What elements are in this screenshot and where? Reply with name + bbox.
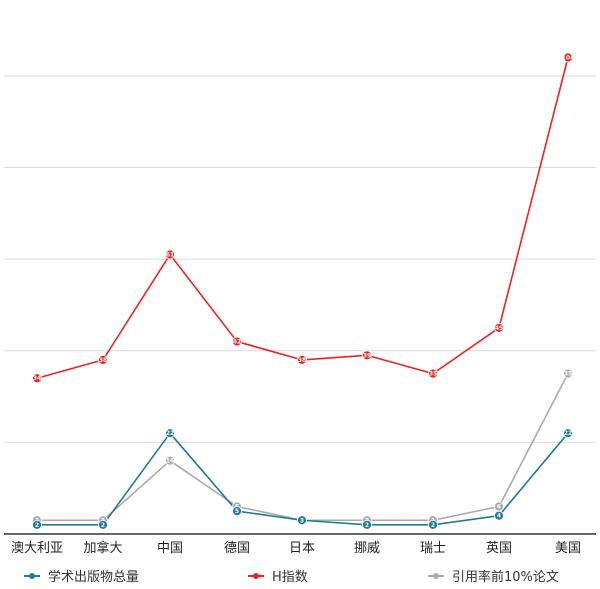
data-label: 38 <box>298 357 306 364</box>
x-tick-label: 加拿大 <box>83 540 122 556</box>
data-label: 2 <box>365 522 369 529</box>
legend-label-h-index: H指数 <box>272 570 308 585</box>
legend-item-h-index[interactable]: H指数 <box>248 566 308 585</box>
data-point <box>232 336 242 347</box>
line-chart: 澳大利亚加拿大中国德国日本挪威瑞士英国美国3316633363522225322… <box>4 52 596 556</box>
x-tick-label: 瑞士 <box>420 541 446 556</box>
legend-swatch-publications <box>24 570 40 582</box>
data-label: 104 <box>562 54 575 61</box>
data-point <box>494 322 504 333</box>
data-point <box>98 354 108 365</box>
legend-label-publications: 学术出版物总量 <box>48 570 140 585</box>
data-label: 22 <box>166 430 174 437</box>
data-point <box>494 510 504 521</box>
data-point <box>32 373 42 384</box>
data-label: 3 <box>300 517 304 524</box>
data-point <box>362 519 372 530</box>
data-point <box>232 506 242 516</box>
data-point <box>165 428 175 439</box>
series-line <box>37 373 569 522</box>
series-line <box>37 432 569 526</box>
data-label: 45 <box>495 325 503 332</box>
data-point <box>428 519 438 530</box>
data-point <box>362 350 372 361</box>
data-label: 6 <box>497 504 501 511</box>
data-point <box>563 368 573 379</box>
x-tick-label: 美国 <box>555 541 581 556</box>
data-point <box>165 249 175 260</box>
data-point <box>98 519 108 530</box>
x-tick-label: 中国 <box>157 541 183 556</box>
data-label: 2 <box>35 522 39 529</box>
data-label: 61 <box>166 252 174 259</box>
legend-swatch-top10-papers <box>428 570 444 582</box>
data-label: 2 <box>431 522 435 529</box>
series-line <box>36 57 569 379</box>
data-label: 38 <box>99 357 107 364</box>
x-tick-label: 英国 <box>486 541 512 556</box>
data-label: 5 <box>235 508 239 515</box>
data-label: 16 <box>166 458 174 465</box>
data-label: 35 <box>564 371 572 378</box>
data-label: 34 <box>33 375 41 382</box>
legend-item-publications[interactable]: 学术出版物总量 <box>24 566 139 585</box>
data-label: 4 <box>497 513 501 520</box>
data-point <box>563 52 573 63</box>
legend-label-top10-papers: 引用率前10%论文 <box>452 570 559 585</box>
x-tick-label: 德国 <box>224 541 250 556</box>
legend-swatch-h-index <box>248 570 264 582</box>
data-label: 39 <box>363 352 371 359</box>
legend-item-top10-papers[interactable]: 引用率前10%论文 <box>428 566 559 585</box>
data-point <box>165 455 175 466</box>
data-point <box>563 428 573 439</box>
data-label: 2 <box>101 522 105 529</box>
legend: 学术出版物总量 H指数 引用率前10%论文 <box>0 562 600 588</box>
x-tick-label: 日本 <box>289 541 315 556</box>
data-label: 22 <box>564 430 572 437</box>
data-point <box>32 519 42 530</box>
data-point <box>297 354 307 365</box>
data-point <box>297 515 307 526</box>
data-point <box>428 368 438 379</box>
x-tick-label: 澳大利亚 <box>11 540 63 556</box>
data-label: 42 <box>233 339 241 346</box>
data-label: 35 <box>429 371 437 378</box>
x-tick-label: 挪威 <box>354 541 380 556</box>
